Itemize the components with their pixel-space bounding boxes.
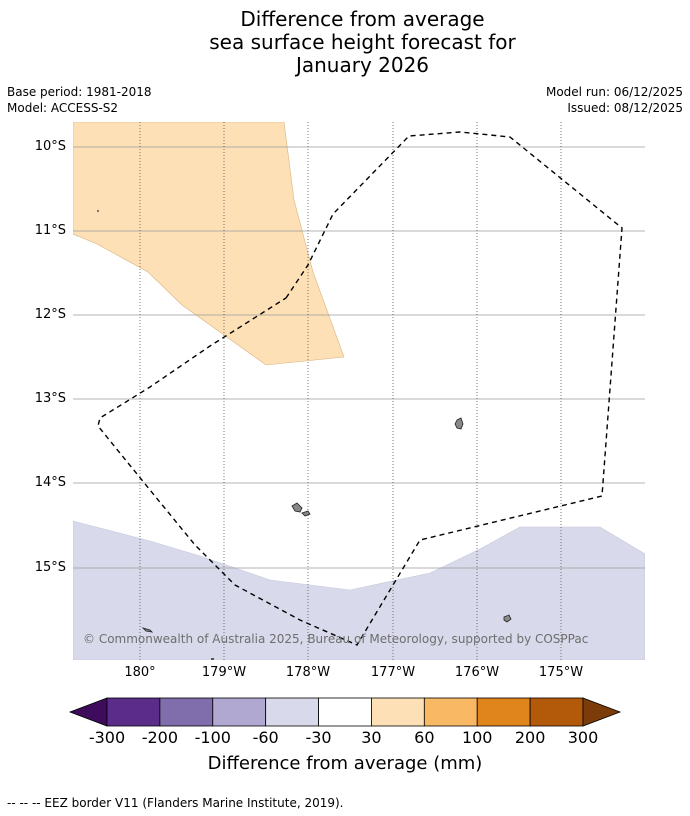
eez-boundary bbox=[97, 131, 623, 646]
colorbar-segment bbox=[265, 697, 319, 727]
eez-footnote: -- -- -- EEZ border V11 (Flanders Marine… bbox=[7, 796, 344, 810]
lat-tick-12s: 12°S bbox=[34, 307, 66, 322]
title-line-3: January 2026 bbox=[295, 53, 430, 77]
colorbar-tick-label: -300 bbox=[88, 728, 126, 747]
colorbar-tick-label: -100 bbox=[194, 728, 231, 747]
lat-tick-14s: 14°S bbox=[34, 475, 66, 490]
colorbar-tick-label: 100 bbox=[461, 728, 493, 747]
colorbar-tick-label: 60 bbox=[414, 728, 435, 747]
colorbar-segment bbox=[423, 697, 478, 727]
colorbar-segment bbox=[529, 697, 584, 727]
colorbar-segment bbox=[159, 697, 214, 727]
meta-right: Model run: 06/12/2025 Issued: 08/12/2025 bbox=[546, 84, 683, 116]
lat-tick-15s: 15°S bbox=[34, 560, 66, 575]
islet-bottom bbox=[211, 658, 214, 660]
colorbar-tick-label: -60 bbox=[252, 728, 279, 747]
colorbar-tick-label: -200 bbox=[141, 728, 179, 747]
lon-tick-175w: 175°W bbox=[538, 665, 584, 680]
colorbar-tick-label: -30 bbox=[305, 728, 332, 747]
colorbar-segment bbox=[212, 697, 267, 727]
model-run-text: Model run: 06/12/2025 bbox=[545, 85, 683, 99]
title-line-1: Difference from average bbox=[240, 7, 485, 31]
meta-left: Base period: 1981-2018 Model: ACCESS-S2 bbox=[7, 84, 152, 116]
lon-tick-178w: 178°W bbox=[285, 665, 331, 680]
lat-gridlines bbox=[73, 146, 645, 569]
colorbar-tick-label: 30 bbox=[361, 728, 382, 747]
colorbar-segment bbox=[476, 697, 531, 727]
colorbar-tick-label: 300 bbox=[567, 728, 599, 747]
title-line-2: sea surface height forecast for bbox=[209, 30, 516, 54]
colorbar-title: Difference from average (mm) bbox=[207, 753, 483, 774]
colorbar-segment bbox=[371, 697, 425, 727]
island-futuna bbox=[291, 502, 303, 513]
lat-tick-10s: 10°S bbox=[34, 139, 66, 154]
island-niuafoou bbox=[503, 614, 512, 623]
colorbar-segment bbox=[318, 697, 372, 727]
colorbar-arrow-high bbox=[582, 697, 622, 727]
colorbar-arrow-low bbox=[68, 697, 108, 727]
copyright-watermark: © Commonwealth of Australia 2025, Bureau… bbox=[83, 632, 589, 646]
islet-north bbox=[97, 210, 99, 212]
colorbar-tick-label: 200 bbox=[514, 728, 546, 747]
lon-tick-177w: 177°W bbox=[370, 665, 416, 680]
lon-tick-176w: 176°W bbox=[454, 665, 500, 680]
base-period-text: Base period: 1981-2018 bbox=[7, 85, 152, 99]
colorbar bbox=[68, 697, 622, 727]
issued-text: Issued: 08/12/2025 bbox=[567, 101, 683, 115]
island-wallis bbox=[454, 417, 464, 430]
lon-tick-179w: 179°W bbox=[201, 665, 247, 680]
chart-title: Difference from average sea surface heig… bbox=[0, 8, 690, 77]
colorbar-segment bbox=[106, 697, 161, 727]
lat-tick-13s: 13°S bbox=[34, 391, 66, 406]
model-text: Model: ACCESS-S2 bbox=[7, 101, 119, 115]
islet-south-west bbox=[141, 627, 154, 633]
lon-tick-180: 180° bbox=[124, 665, 156, 680]
negative-anomaly-region bbox=[73, 520, 645, 660]
lat-tick-11s: 11°S bbox=[34, 223, 66, 238]
island-alofi bbox=[301, 510, 311, 517]
